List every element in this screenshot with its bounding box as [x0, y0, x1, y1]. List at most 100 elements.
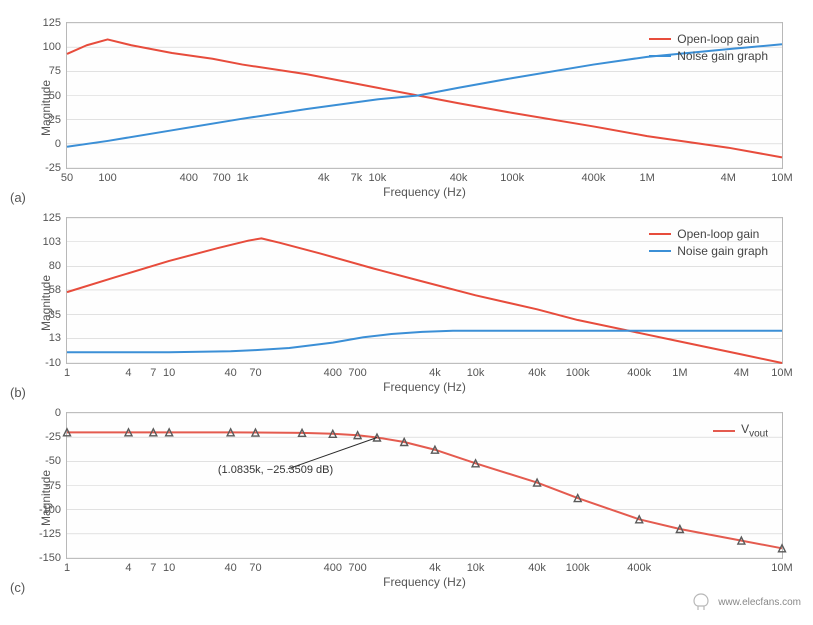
xtick-label: 1k	[237, 168, 249, 184]
xtick-label: 10M	[771, 168, 792, 184]
source-watermark: www.elecfans.com	[690, 593, 801, 611]
legend-item: Vvout	[713, 421, 768, 441]
xtick-label: 400k	[582, 168, 606, 184]
xtick-label: 10M	[771, 558, 792, 574]
figure-container: (a) Magnitude -2502550751001255010040070…	[0, 0, 813, 625]
panel-a-ylabel: Magnitude	[39, 79, 53, 135]
panel-b-xlabel: Frequency (Hz)	[66, 380, 783, 394]
legend-label: Vvout	[741, 421, 768, 441]
xtick-label: 400	[324, 558, 342, 574]
ytick-label: 75	[49, 65, 67, 77]
xtick-label: 10k	[467, 363, 485, 379]
panel-c-ylabel: Magnitude	[39, 469, 53, 525]
xtick-label: 50	[61, 168, 73, 184]
legend-item: Open-loop gain	[649, 31, 768, 48]
ytick-label: -150	[39, 552, 67, 564]
xtick-label: 400k	[627, 363, 651, 379]
xtick-label: 70	[249, 558, 261, 574]
xtick-label: 4M	[734, 363, 749, 379]
xtick-label: 40k	[450, 168, 468, 184]
panel-c: (c) Magnitude -150-125-100-75-50-2501471…	[12, 400, 801, 595]
xtick-label: 4	[125, 558, 131, 574]
xtick-label: 10M	[771, 363, 792, 379]
ytick-label: 125	[43, 17, 67, 29]
xtick-label: 1	[64, 558, 70, 574]
series-line	[67, 331, 782, 352]
xtick-label: 100k	[500, 168, 524, 184]
xtick-label: 400	[180, 168, 198, 184]
legend-label: Open-loop gain	[677, 31, 759, 48]
panel-c-xlabel: Frequency (Hz)	[66, 575, 783, 589]
xtick-label: 10k	[467, 558, 485, 574]
xtick-label: 40	[225, 363, 237, 379]
ytick-label: 35	[49, 309, 67, 321]
legend-swatch	[649, 55, 671, 57]
panel-a-xlabel: Frequency (Hz)	[66, 185, 783, 199]
xtick-label: 100k	[566, 558, 590, 574]
xtick-label: 10	[163, 558, 175, 574]
xtick-label: 100	[98, 168, 116, 184]
watermark-url: www.elecfans.com	[718, 597, 801, 608]
ytick-label: 58	[49, 284, 67, 296]
legend-label: Open-loop gain	[677, 226, 759, 243]
series-line	[67, 432, 782, 548]
xtick-label: 7	[150, 363, 156, 379]
ytick-label: 50	[49, 90, 67, 102]
ytick-label: 80	[49, 260, 67, 272]
xtick-label: 4k	[429, 363, 441, 379]
ytick-label: 13	[49, 332, 67, 344]
ytick-label: 103	[43, 236, 67, 248]
legend-swatch	[649, 250, 671, 252]
xtick-label: 700	[212, 168, 230, 184]
xtick-label: 400	[324, 363, 342, 379]
legend-swatch	[713, 430, 735, 432]
legend-item: Noise gain graph	[649, 243, 768, 260]
legend: Vvout	[707, 417, 774, 445]
xtick-label: 10k	[368, 168, 386, 184]
panel-b-plot: -10133558801031251471040704007004k10k40k…	[66, 217, 783, 364]
panel-b: (b) Magnitude -1013355880103125147104070…	[12, 205, 801, 400]
xtick-label: 4M	[721, 168, 736, 184]
xtick-label: 70	[249, 363, 261, 379]
ytick-label: -100	[39, 504, 67, 516]
annotation-text: (1.0835k, −25.3509 dB)	[218, 464, 333, 476]
xtick-label: 7k	[351, 168, 363, 184]
legend-swatch	[649, 38, 671, 40]
ytick-label: -125	[39, 528, 67, 540]
ytick-label: 25	[49, 114, 67, 126]
panel-c-label: (c)	[10, 580, 25, 595]
legend-label: Noise gain graph	[677, 48, 768, 65]
xtick-label: 7	[150, 558, 156, 574]
panel-b-label: (b)	[10, 385, 26, 400]
legend-item: Noise gain graph	[649, 48, 768, 65]
xtick-label: 1M	[672, 363, 687, 379]
ytick-label: -50	[45, 455, 67, 467]
legend-label: Noise gain graph	[677, 243, 768, 260]
legend-item: Open-loop gain	[649, 226, 768, 243]
watermark-icon	[690, 593, 712, 611]
panel-a-label: (a)	[10, 190, 26, 205]
xtick-label: 400k	[627, 558, 651, 574]
xtick-label: 1M	[639, 168, 654, 184]
legend: Open-loop gainNoise gain graph	[643, 222, 774, 264]
xtick-label: 4k	[429, 558, 441, 574]
ytick-label: -75	[45, 480, 67, 492]
xtick-label: 40k	[528, 363, 546, 379]
series-marker	[779, 545, 786, 552]
panel-a: (a) Magnitude -2502550751001255010040070…	[12, 10, 801, 205]
xtick-label: 700	[348, 558, 366, 574]
ytick-label: 125	[43, 212, 67, 224]
xtick-label: 40k	[528, 558, 546, 574]
xtick-label: 4	[125, 363, 131, 379]
panel-b-ylabel: Magnitude	[39, 274, 53, 330]
legend: Open-loop gainNoise gain graph	[643, 27, 774, 69]
ytick-label: 0	[55, 407, 67, 419]
ytick-label: -25	[45, 431, 67, 443]
xtick-label: 1	[64, 363, 70, 379]
panel-a-plot: -250255075100125501004007001k4k7k10k40k1…	[66, 22, 783, 169]
xtick-label: 700	[348, 363, 366, 379]
legend-swatch	[649, 233, 671, 235]
panel-c-plot: -150-125-100-75-50-2501471040704007004k1…	[66, 412, 783, 559]
ytick-label: 100	[43, 41, 67, 53]
xtick-label: 100k	[566, 363, 590, 379]
